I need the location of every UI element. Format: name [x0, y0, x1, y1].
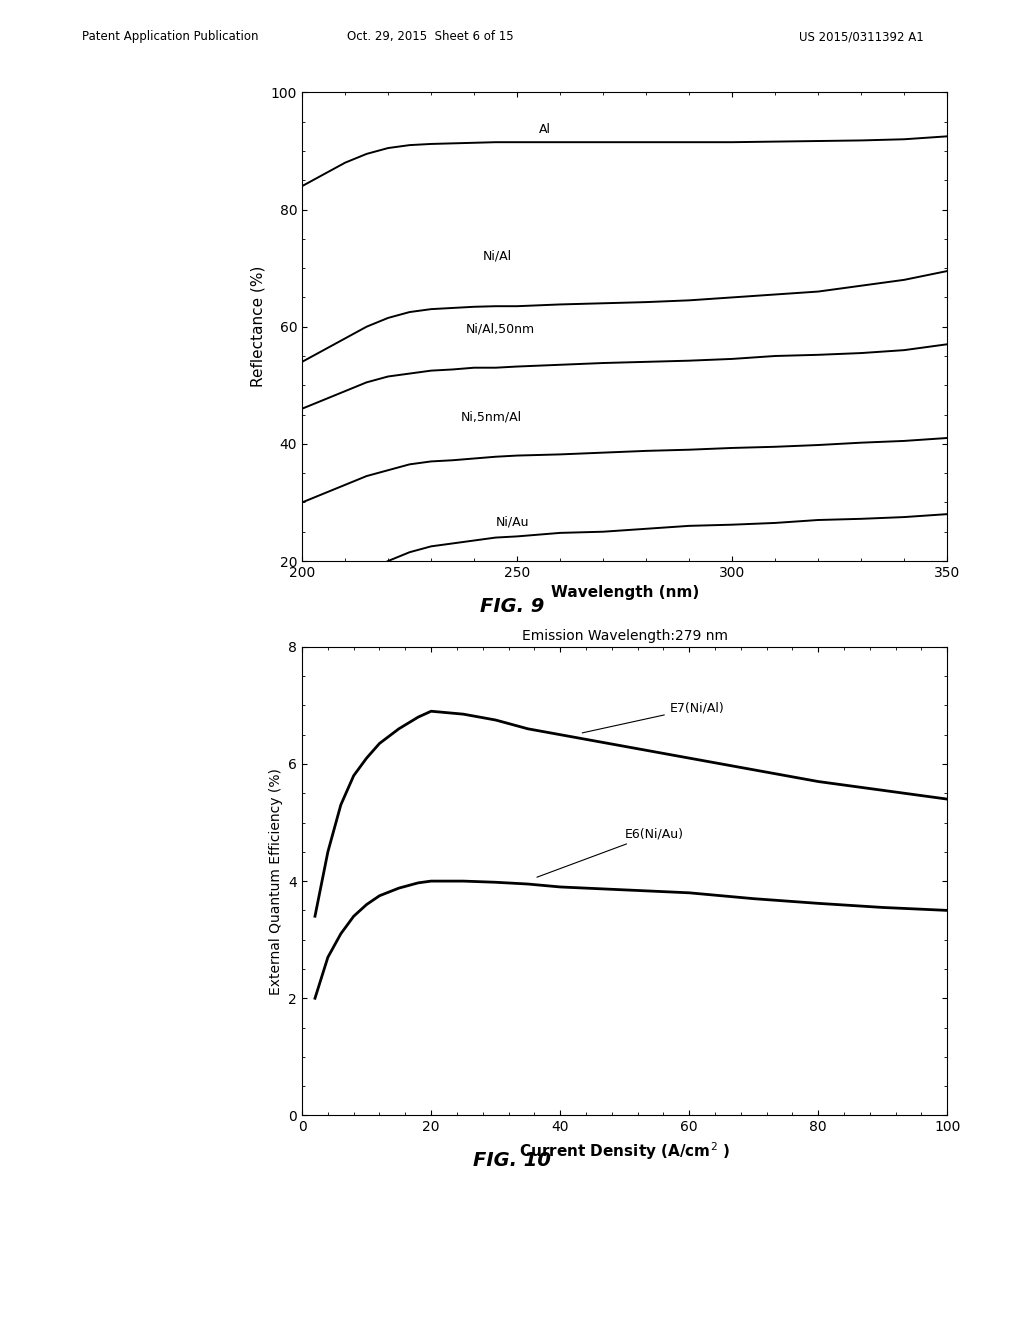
X-axis label: Wavelength (nm): Wavelength (nm): [551, 585, 698, 601]
Text: Ni/Al,50nm: Ni/Al,50nm: [466, 322, 535, 335]
Text: E7(Ni/Al): E7(Ni/Al): [583, 701, 725, 733]
Text: US 2015/0311392 A1: US 2015/0311392 A1: [799, 30, 924, 44]
Text: Ni/Al: Ni/Al: [482, 249, 512, 263]
Y-axis label: External Quantum Efficiency (%): External Quantum Efficiency (%): [268, 768, 283, 994]
Text: Patent Application Publication: Patent Application Publication: [82, 30, 258, 44]
X-axis label: Current Density (A/cm$^2$ ): Current Density (A/cm$^2$ ): [519, 1139, 730, 1162]
Text: FIG. 10: FIG. 10: [473, 1151, 551, 1170]
Text: Al: Al: [539, 123, 551, 136]
Text: FIG. 9: FIG. 9: [480, 597, 544, 615]
Text: Ni,5nm/Al: Ni,5nm/Al: [461, 411, 522, 424]
Text: Oct. 29, 2015  Sheet 6 of 15: Oct. 29, 2015 Sheet 6 of 15: [347, 30, 513, 44]
Text: Ni/Au: Ni/Au: [496, 516, 529, 529]
Text: E6(Ni/Au): E6(Ni/Au): [537, 828, 684, 878]
Y-axis label: Reflectance (%): Reflectance (%): [250, 267, 265, 387]
Title: Emission Wavelength:279 nm: Emission Wavelength:279 nm: [521, 628, 728, 643]
